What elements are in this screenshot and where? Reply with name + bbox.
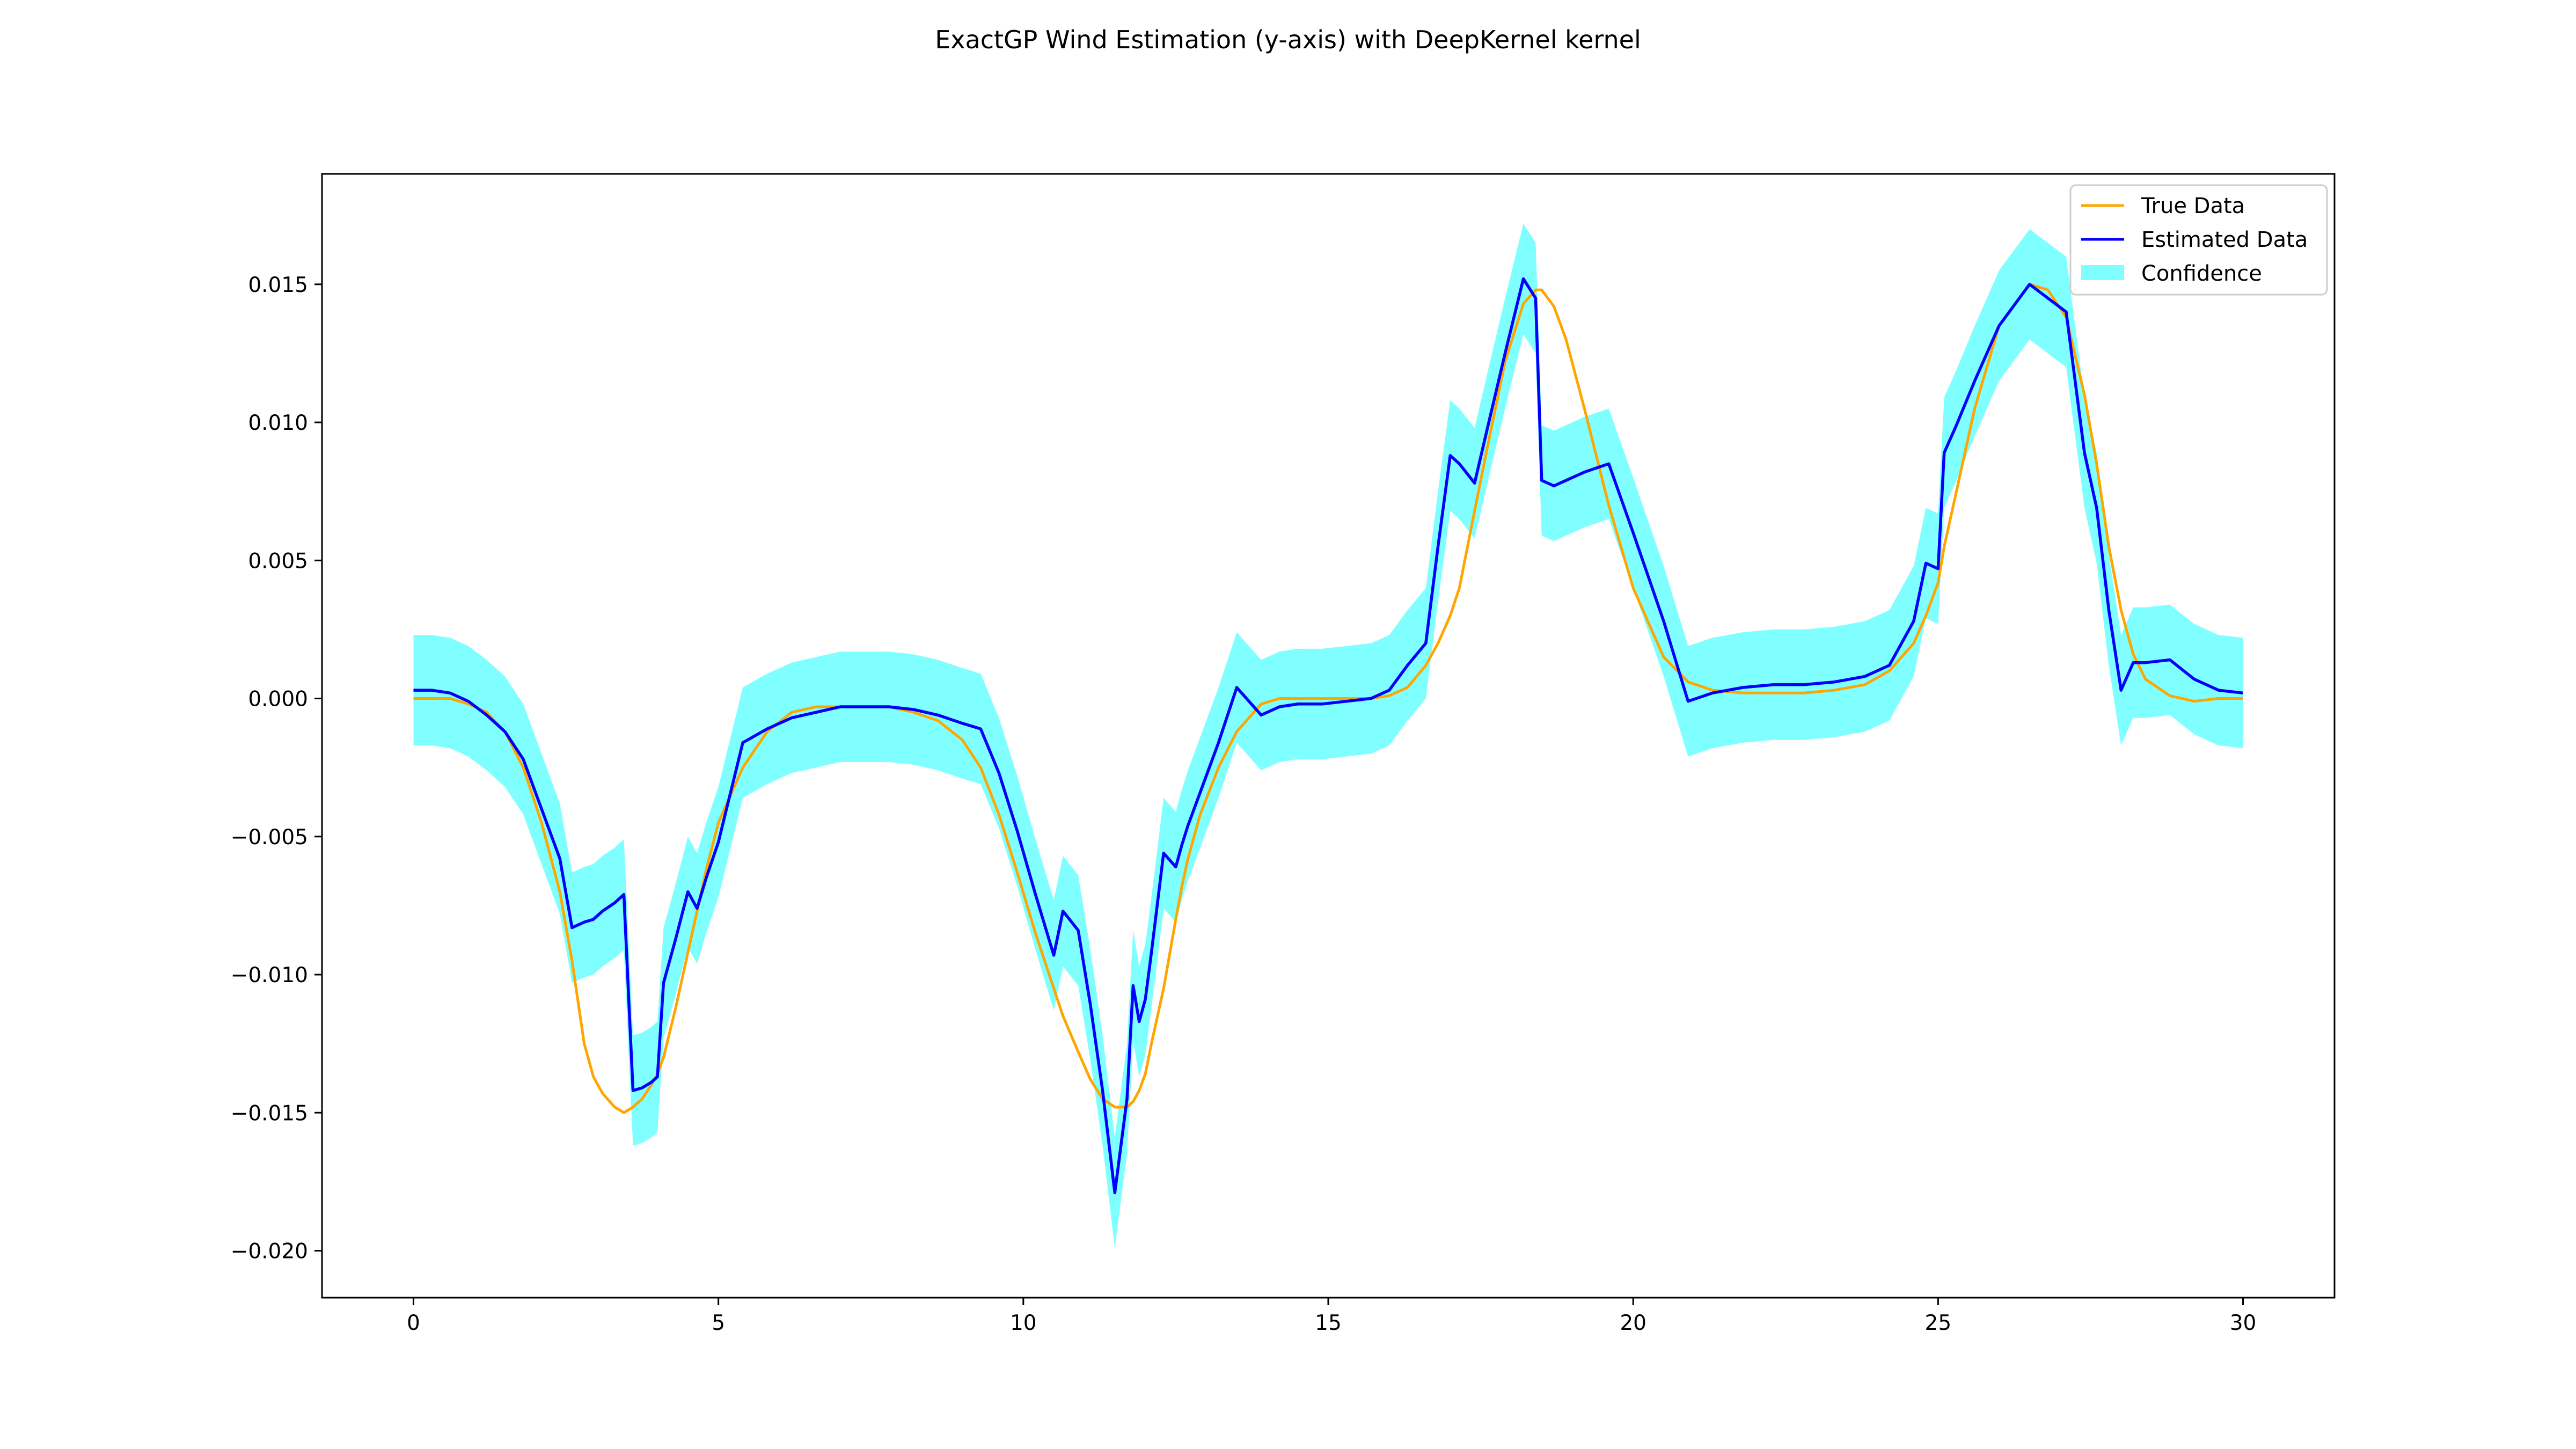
chart-title: ExactGP Wind Estimation (y-axis) with De…	[935, 25, 1641, 54]
y-tick-label: 0.010	[248, 411, 308, 435]
y-tick-label: 0.005	[248, 549, 308, 573]
x-tick-label: 30	[2230, 1311, 2257, 1335]
confidence-band	[413, 223, 2243, 1248]
x-tick-label: 10	[1010, 1311, 1037, 1335]
y-tick-label: −0.020	[231, 1240, 308, 1264]
y-axis: 0.015 0.010 0.005 0.000 −0.005 −0.010 −0.015 −0…	[231, 273, 322, 1264]
y-tick-label: −0.010	[231, 963, 308, 987]
x-tick-label: 20	[1620, 1311, 1646, 1335]
legend-confidence-swatch	[2081, 265, 2124, 280]
legend-confidence-label: Confidence	[2141, 261, 2262, 286]
x-tick-label: 25	[1925, 1311, 1952, 1335]
confidence-layer	[413, 223, 2243, 1248]
y-tick-label: 0.015	[248, 273, 308, 297]
legend-frame	[2069, 184, 2328, 296]
x-tick-label: 5	[712, 1311, 725, 1335]
x-tick-label: 15	[1315, 1311, 1342, 1335]
estimated-data-line	[413, 277, 2243, 1195]
y-tick-label: −0.005	[231, 825, 308, 850]
lines-layer	[413, 277, 2243, 1195]
plot-area	[322, 174, 2334, 1298]
x-tick-label: 0	[407, 1311, 420, 1335]
legend: True Data Estimated Data Confidence	[2069, 184, 2328, 296]
legend-true-data-label: True Data	[2141, 194, 2245, 218]
y-tick-label: 0.000	[248, 687, 308, 712]
legend-estimated-data-label: Estimated Data	[2141, 228, 2308, 252]
x-axis: 0 5 10 15 20 25 30	[407, 1298, 2256, 1335]
y-tick-label: −0.015	[231, 1101, 308, 1125]
